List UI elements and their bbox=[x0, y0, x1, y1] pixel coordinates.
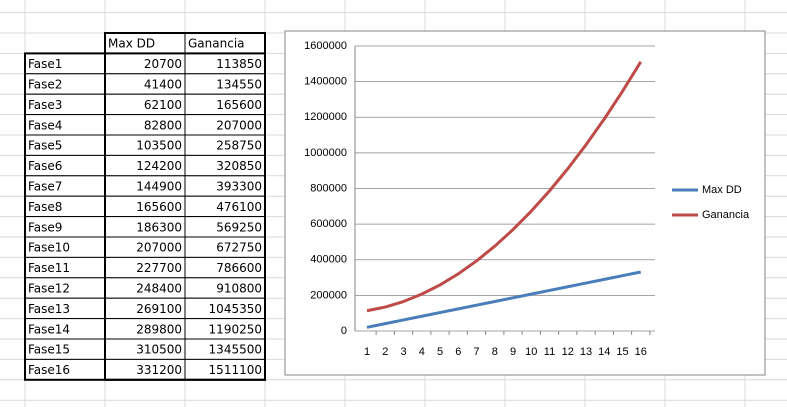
cell-value: 331200 bbox=[136, 363, 182, 377]
cell-value: 227700 bbox=[136, 261, 182, 275]
x-tick-label: 8 bbox=[492, 346, 498, 358]
row-label: Fase3 bbox=[28, 98, 62, 112]
series-line bbox=[366, 270, 642, 329]
cell-value: 310500 bbox=[136, 343, 182, 357]
cell-value: 82800 bbox=[144, 118, 182, 132]
cell-value: 1345500 bbox=[209, 343, 262, 357]
row-label: Fase12 bbox=[28, 282, 70, 296]
x-tick-label: 12 bbox=[562, 346, 574, 358]
cell-value: 258750 bbox=[216, 139, 262, 153]
row-label: Fase8 bbox=[28, 200, 62, 214]
cell-value: 672750 bbox=[216, 241, 262, 255]
y-tick-label: 0 bbox=[341, 325, 347, 337]
cell-value: 476100 bbox=[216, 200, 262, 214]
x-tick-label: 11 bbox=[544, 346, 555, 358]
cell-value: 144900 bbox=[136, 180, 182, 194]
x-tick-label: 15 bbox=[616, 346, 628, 358]
x-tick-label: 3 bbox=[400, 346, 406, 358]
cell-value: 165600 bbox=[136, 200, 182, 214]
row-label: Fase5 bbox=[28, 139, 62, 153]
column-header: Ganancia bbox=[188, 37, 245, 51]
x-tick-label: 9 bbox=[510, 346, 516, 358]
cell-value: 20700 bbox=[144, 57, 182, 71]
row-label: Fase16 bbox=[28, 363, 70, 377]
y-tick-label: 200000 bbox=[310, 289, 347, 301]
row-label: Fase10 bbox=[28, 241, 70, 255]
cell-value: 569250 bbox=[216, 220, 262, 234]
table-outline bbox=[24, 52, 266, 381]
cell-value: 134550 bbox=[216, 78, 262, 92]
row-label: Fase13 bbox=[28, 302, 70, 316]
cell-value: 1190250 bbox=[209, 322, 262, 336]
row-label: Fase4 bbox=[28, 118, 62, 132]
cell-value: 62100 bbox=[144, 98, 182, 112]
x-tick-label: 6 bbox=[455, 346, 461, 358]
x-tick-label: 1 bbox=[364, 346, 370, 358]
cell-value: 910800 bbox=[216, 282, 262, 296]
column-header: Max DD bbox=[108, 37, 155, 51]
y-tick-label: 1400000 bbox=[304, 76, 347, 88]
cell-value: 103500 bbox=[136, 139, 182, 153]
cell-value: 393300 bbox=[216, 180, 262, 194]
cell-value: 165600 bbox=[216, 98, 262, 112]
x-tick-label: 4 bbox=[419, 346, 425, 358]
x-tick-label: 16 bbox=[635, 346, 647, 358]
cell-value: 289800 bbox=[136, 322, 182, 336]
series-line bbox=[366, 61, 643, 313]
cell-value: 320850 bbox=[216, 159, 262, 173]
row-label: Fase9 bbox=[28, 220, 62, 234]
row-label: Fase2 bbox=[28, 78, 62, 92]
y-tick-label: 1600000 bbox=[304, 40, 347, 52]
legend-label: Max DD bbox=[702, 184, 742, 196]
x-tick-label: 5 bbox=[437, 346, 443, 358]
row-label: Fase14 bbox=[28, 322, 70, 336]
x-tick-label: 2 bbox=[382, 346, 388, 358]
row-label: Fase11 bbox=[28, 261, 70, 275]
cell-value: 248400 bbox=[136, 282, 182, 296]
y-tick-label: 1200000 bbox=[304, 111, 347, 123]
row-label: Fase15 bbox=[28, 343, 70, 357]
cell-value: 113850 bbox=[216, 57, 262, 71]
row-label: Fase7 bbox=[28, 180, 62, 194]
legend-label: Ganancia bbox=[702, 209, 750, 221]
cell-value: 1511100 bbox=[209, 363, 262, 377]
cell-value: 207000 bbox=[136, 241, 182, 255]
cell-value: 786600 bbox=[216, 261, 262, 275]
x-tick-label: 7 bbox=[473, 346, 479, 358]
cell-value: 269100 bbox=[136, 302, 182, 316]
x-tick-label: 14 bbox=[598, 346, 610, 358]
cell-value: 1045350 bbox=[209, 302, 262, 316]
y-tick-label: 800000 bbox=[310, 182, 347, 194]
y-tick-label: 400000 bbox=[310, 254, 347, 266]
cell-value: 124200 bbox=[136, 159, 182, 173]
y-tick-label: 600000 bbox=[310, 218, 347, 230]
row-label: Fase6 bbox=[28, 159, 62, 173]
row-label: Fase1 bbox=[28, 57, 62, 71]
x-tick-label: 13 bbox=[580, 346, 592, 358]
chart-area bbox=[284, 30, 766, 376]
x-tick-label: 10 bbox=[525, 346, 537, 358]
cell-value: 41400 bbox=[144, 78, 182, 92]
cell-value: 207000 bbox=[216, 118, 262, 132]
y-tick-label: 1000000 bbox=[304, 147, 347, 159]
cell-value: 186300 bbox=[136, 220, 182, 234]
